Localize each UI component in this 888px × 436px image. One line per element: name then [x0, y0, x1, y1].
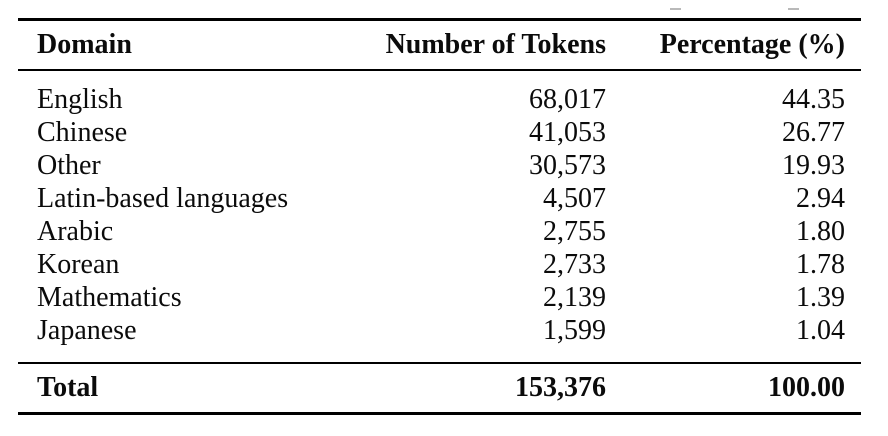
- domain-cell: Other: [37, 149, 101, 181]
- table-row: Korean 2,733 1.78: [18, 248, 861, 281]
- table-body: English 68,017 44.35 Chinese 41,053 26.7…: [18, 70, 861, 363]
- table-row: Mathematics 2,139 1.39: [18, 281, 861, 314]
- cropped-text-artifact: [788, 8, 799, 10]
- table-row: Arabic 2,755 1.80: [18, 215, 861, 248]
- domain-cell: Arabic: [37, 215, 114, 247]
- tokens-cell: 2,755: [543, 215, 606, 247]
- total-tokens-cell: 153,376: [348, 361, 638, 414]
- percentage-cell: 19.93: [782, 149, 845, 181]
- total-row: Total 153,376 100.00: [18, 361, 861, 414]
- tokens-cell: 4,507: [543, 182, 606, 214]
- percentage-cell: 1.78: [796, 248, 845, 280]
- tokens-cell: 41,053: [529, 116, 606, 148]
- table-footer: Total 153,376 100.00: [18, 361, 861, 414]
- percentage-cell: 1.80: [796, 215, 845, 247]
- header-row: Domain Number of Tokens Percentage (%): [18, 19, 861, 71]
- table-row: Chinese 41,053 26.77: [18, 116, 861, 149]
- table-row: Latin-based languages 4,507 2.94: [18, 182, 861, 215]
- domain-cell: Japanese: [37, 314, 137, 346]
- table-row: Japanese 1,599 1.04: [18, 314, 861, 363]
- domain-cell: Latin-based languages: [37, 182, 289, 214]
- cropped-text-artifact: [670, 8, 681, 10]
- tokens-cell: 68,017: [529, 83, 606, 115]
- column-header-domain: Domain: [18, 19, 348, 71]
- domain-cell: Mathematics: [37, 281, 182, 313]
- table-row: Other 30,573 19.93: [18, 149, 861, 182]
- tokens-cell: 30,573: [529, 149, 606, 181]
- percentage-cell: 2.94: [796, 182, 845, 214]
- percentage-cell: 1.39: [796, 281, 845, 313]
- domain-cell: English: [37, 83, 123, 115]
- table-header: Domain Number of Tokens Percentage (%): [18, 19, 861, 71]
- column-header-tokens: Number of Tokens: [348, 19, 638, 71]
- total-label-cell: Total: [18, 361, 348, 414]
- domain-cell: Korean: [37, 248, 120, 280]
- column-header-percentage: Percentage (%): [638, 19, 861, 71]
- tokens-cell: 1,599: [543, 314, 606, 346]
- tokens-cell: 2,733: [543, 248, 606, 280]
- percentage-cell: 26.77: [782, 116, 845, 148]
- token-distribution-table: Domain Number of Tokens Percentage (%) E…: [18, 18, 861, 415]
- domain-cell: Chinese: [37, 116, 128, 148]
- total-percentage-cell: 100.00: [638, 361, 861, 414]
- tokens-cell: 2,139: [543, 281, 606, 313]
- percentage-cell: 44.35: [782, 83, 845, 115]
- percentage-cell: 1.04: [796, 314, 845, 346]
- table-row: English 68,017 44.35: [18, 70, 861, 116]
